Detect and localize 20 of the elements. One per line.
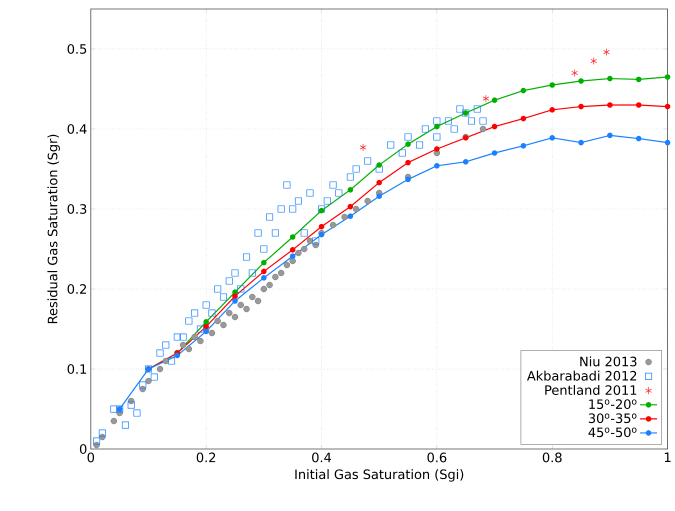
legend-label: Akbarabadi 2012: [526, 370, 636, 381]
y-tick-label: 0.2: [68, 284, 86, 294]
x-tick-label: 0.4: [312, 452, 332, 462]
y-tick-label: 0.4: [68, 124, 87, 134]
x-tick-label: 0: [88, 452, 94, 462]
legend-label: 45$^{o}$-50$^{o}$: [588, 427, 636, 438]
x-axis-title: Initial Gas Saturation (Sgi): [295, 469, 464, 482]
y-tick-label: 0: [80, 444, 86, 454]
x-tick-label: 0.2: [196, 452, 216, 462]
legend-label: Niu 2013: [580, 356, 636, 366]
y-tick-label: 0.5: [68, 44, 86, 54]
legend-label: 30$^{o}$-35$^{o}$: [588, 413, 636, 424]
legend-label: Pentland 2011: [545, 385, 636, 396]
y-tick-label: 0.3: [68, 204, 86, 214]
x-tick-label: 1: [664, 452, 670, 462]
x-tick-label: 0.6: [427, 452, 446, 462]
legend-label: 15$^{o}$-20$^{o}$: [589, 399, 636, 410]
y-tick-label: 0.1: [68, 364, 86, 374]
x-tick-label: 0.8: [542, 452, 562, 462]
y-axis-title: Residual Gas Saturation (Sgr): [47, 134, 60, 324]
